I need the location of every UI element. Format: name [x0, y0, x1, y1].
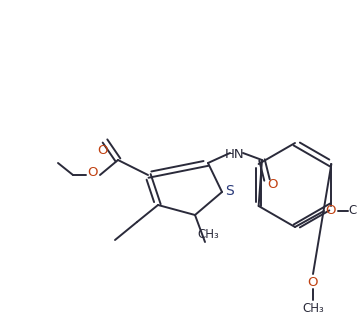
Text: HN: HN — [225, 148, 245, 160]
Text: O: O — [268, 177, 278, 191]
Text: CH₃: CH₃ — [348, 204, 357, 218]
Text: O: O — [326, 204, 336, 218]
Text: O: O — [97, 143, 107, 156]
Text: S: S — [225, 184, 233, 198]
Text: O: O — [308, 275, 318, 289]
Text: CH₃: CH₃ — [302, 301, 324, 314]
Text: CH₃: CH₃ — [197, 229, 219, 241]
Text: O: O — [88, 166, 98, 180]
